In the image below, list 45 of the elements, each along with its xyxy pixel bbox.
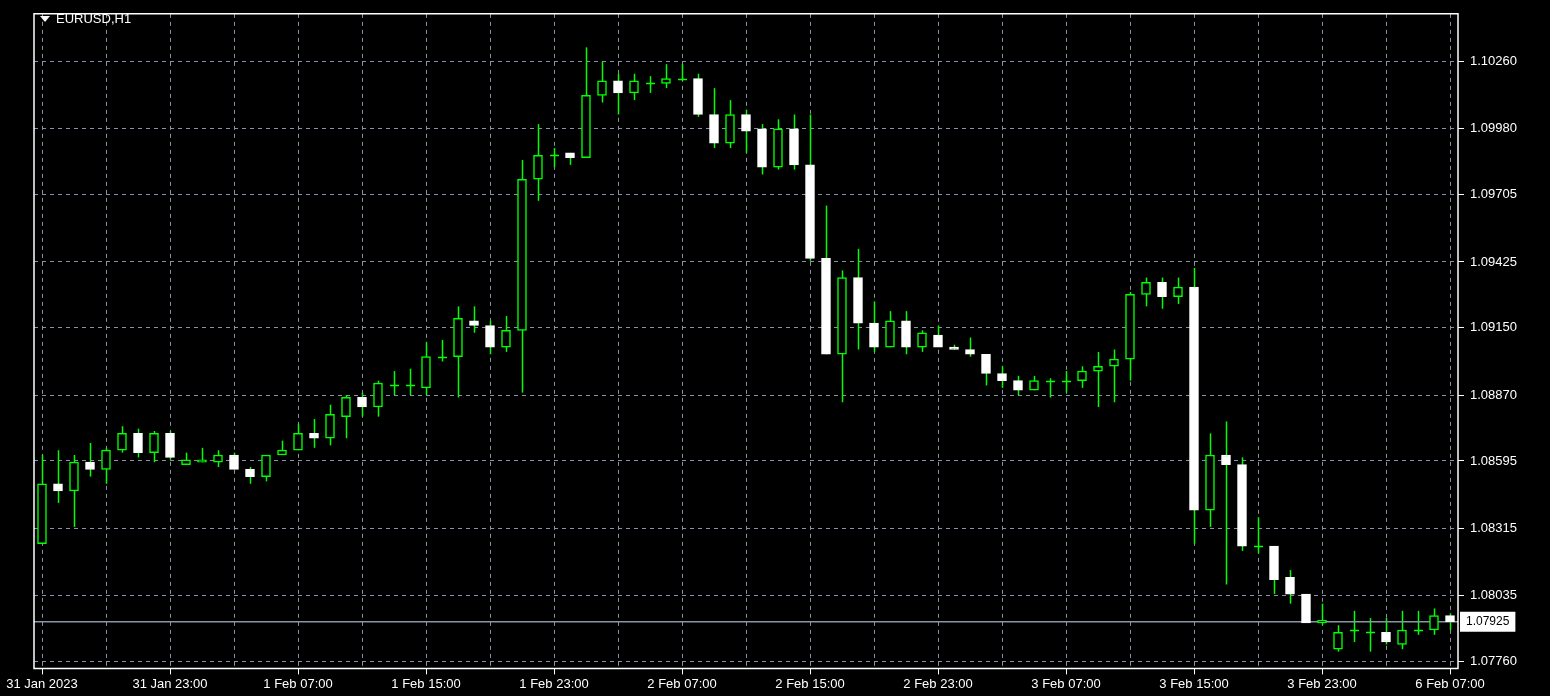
candlestick xyxy=(613,73,623,116)
candlestick xyxy=(1429,607,1439,636)
candlestick xyxy=(629,73,639,101)
candlestick xyxy=(501,315,511,353)
y-tick-label: 1.08035 xyxy=(1470,586,1517,602)
candlestick xyxy=(53,449,63,504)
ref-line-label: 1.07925 xyxy=(1466,613,1510,628)
candlestick xyxy=(597,61,607,104)
candlestick xyxy=(1317,602,1327,626)
candlestick xyxy=(1173,276,1183,305)
y-tick-label: 1.09980 xyxy=(1470,120,1517,136)
x-tick-label: 31 Jan 23:00 xyxy=(132,675,208,691)
candlestick xyxy=(325,403,335,447)
y-tick-label: 1.09705 xyxy=(1470,186,1517,202)
x-tick-label: 3 Feb 23:00 xyxy=(1287,675,1357,691)
candlestick xyxy=(981,353,991,387)
candlestick xyxy=(85,442,95,478)
x-tick-label: 3 Feb 07:00 xyxy=(1031,675,1101,691)
y-tick-label: 1.09150 xyxy=(1470,319,1517,335)
x-tick-label: 1 Feb 23:00 xyxy=(519,675,589,691)
chart-title: EURUSD,H1 xyxy=(56,11,132,26)
y-tick-label: 1.08595 xyxy=(1470,452,1517,468)
x-tick-label: 2 Feb 15:00 xyxy=(775,675,845,691)
x-tick-label: 3 Feb 15:00 xyxy=(1159,675,1229,691)
x-tick-label: 1 Feb 15:00 xyxy=(391,675,461,691)
candlestick xyxy=(533,123,543,202)
candlestick xyxy=(1157,276,1167,310)
candlestick xyxy=(1397,610,1407,650)
y-tick-label: 1.07760 xyxy=(1470,652,1517,668)
y-tick-label: 1.10260 xyxy=(1470,53,1517,69)
x-tick-label: 2 Feb 07:00 xyxy=(647,675,717,691)
candlestick xyxy=(1285,569,1295,605)
y-tick-label: 1.08870 xyxy=(1470,386,1517,402)
candlestick xyxy=(869,300,879,353)
candlestick xyxy=(917,329,927,353)
candlestick xyxy=(1109,348,1119,403)
x-tick-label: 2 Feb 23:00 xyxy=(903,675,973,691)
candlestick xyxy=(101,447,111,485)
x-tick-label: 31 Jan 2023 xyxy=(6,675,78,691)
x-tick-label: 1 Feb 07:00 xyxy=(263,675,333,691)
y-tick-label: 1.09425 xyxy=(1470,253,1517,269)
x-tick-label: 6 Feb 07:00 xyxy=(1415,675,1485,691)
y-tick-label: 1.08315 xyxy=(1470,519,1517,535)
candlestick xyxy=(1093,351,1103,408)
candlestick xyxy=(373,379,383,418)
